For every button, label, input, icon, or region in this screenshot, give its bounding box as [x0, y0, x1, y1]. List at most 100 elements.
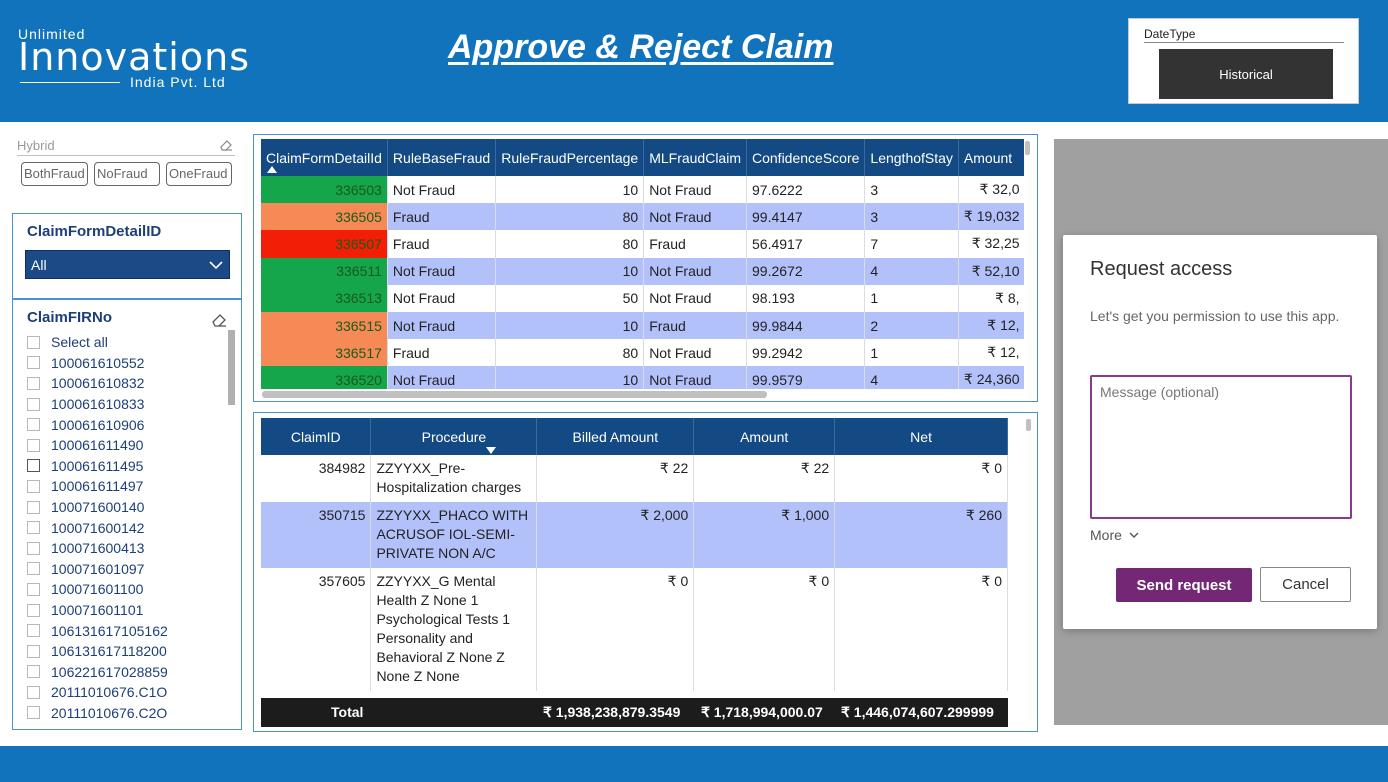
- list-item[interactable]: 106221617028859: [27, 662, 227, 683]
- col-header-amount[interactable]: Amount: [693, 418, 836, 455]
- claimformdetailid-cell: 336515: [261, 311, 388, 340]
- fraud-table-vertical-scrollbar[interactable]: [1025, 141, 1030, 155]
- send-request-button[interactable]: Send request: [1116, 568, 1252, 602]
- table-row[interactable]: 336503 Not Fraud 10 Not Fraud 97.6222 3 …: [261, 176, 1024, 204]
- list-item[interactable]: 20111010676.C1O: [27, 682, 227, 703]
- list-item[interactable]: 100071600142: [27, 517, 227, 538]
- list-item[interactable]: 106131617118200: [27, 641, 227, 662]
- checkbox[interactable]: [27, 644, 40, 658]
- list-item[interactable]: 100061611490: [27, 435, 227, 456]
- table-row[interactable]: 350715 ZZYYXX_PHACO WITH ACRUSOF IOL-SEM…: [261, 502, 1008, 568]
- list-item[interactable]: 100061610833: [27, 394, 227, 415]
- checkbox[interactable]: [27, 521, 40, 535]
- datetype-slicer: DateType Historical: [1128, 18, 1359, 104]
- checkbox[interactable]: [27, 479, 40, 493]
- checkbox[interactable]: [27, 459, 40, 473]
- checkbox[interactable]: [27, 562, 40, 576]
- claimformdetailid-cell: 336507: [261, 230, 388, 258]
- more-toggle[interactable]: More: [1090, 527, 1139, 543]
- checkbox[interactable]: [27, 541, 40, 555]
- col-header-rulefraudpercentage[interactable]: RuleFraudPercentage: [495, 139, 645, 176]
- table-row[interactable]: 336520 Not Fraud 10 Not Fraud 99.9579 4 …: [261, 366, 1024, 389]
- rulebasefraud-cell: Fraud: [387, 203, 497, 231]
- message-field[interactable]: [1090, 375, 1352, 519]
- claim-fir-scrollbar[interactable]: [228, 330, 235, 405]
- checkbox[interactable]: [27, 685, 40, 699]
- list-item[interactable]: 100071601097: [27, 559, 227, 580]
- table-row[interactable]: 336511 Not Fraud 10 Not Fraud 99.2672 4 …: [261, 257, 1024, 285]
- col-header-claimid[interactable]: ClaimID: [261, 418, 372, 455]
- list-item[interactable]: 100071601100: [27, 579, 227, 600]
- fraud-table-horizontal-scrollbar[interactable]: [262, 391, 767, 398]
- procedure-cell: ZZYYXX_G Mental Health Z None 1 Psycholo…: [370, 568, 538, 691]
- list-item[interactable]: 106131617105162: [27, 620, 227, 641]
- table-row[interactable]: 336513 Not Fraud 50 Not Fraud 98.193 1 ₹…: [261, 284, 1024, 312]
- confidencescore-cell: 99.2942: [746, 339, 866, 367]
- col-header-rulebasefraud[interactable]: RuleBaseFraud: [387, 139, 497, 176]
- checkbox[interactable]: [27, 665, 40, 679]
- amount-cell: ₹ 0: [693, 568, 836, 691]
- checkbox[interactable]: [27, 335, 40, 349]
- header-label: Procedure: [421, 428, 487, 445]
- col-header-confidencescore[interactable]: ConfidenceScore: [746, 139, 866, 176]
- table-row[interactable]: 336507 Fraud 80 Fraud 56.4917 7 ₹ 32,25: [261, 230, 1024, 258]
- col-header-billed-amount[interactable]: Billed Amount: [536, 418, 695, 455]
- table-row[interactable]: 336515 Not Fraud 10 Fraud 99.9844 2 ₹ 12…: [261, 311, 1024, 340]
- chip-onefraud[interactable]: OneFraud: [166, 162, 232, 186]
- confidencescore-cell: 56.4917: [746, 230, 866, 258]
- checkbox[interactable]: [27, 624, 40, 638]
- list-item[interactable]: 100061611497: [27, 476, 227, 497]
- table-row[interactable]: 384982 ZZYYXX_Pre-Hospitalization charge…: [261, 455, 1008, 502]
- datetype-label: DateType: [1144, 27, 1196, 41]
- col-header-amount[interactable]: Amount: [958, 139, 1024, 176]
- procedure-table-vertical-scrollbar[interactable]: [1026, 419, 1031, 431]
- procedure-table: ClaimID Procedure Billed Amount Amount N…: [253, 412, 1038, 732]
- billed-amount-cell: ₹ 2,000: [536, 502, 695, 568]
- chip-nofraud[interactable]: NoFraud: [94, 162, 160, 186]
- checkbox[interactable]: [27, 397, 40, 411]
- list-item[interactable]: 100061610832: [27, 373, 227, 394]
- checkbox[interactable]: [27, 356, 40, 370]
- table-row[interactable]: 336505 Fraud 80 Not Fraud 99.4147 3 ₹ 19…: [261, 203, 1024, 231]
- list-item[interactable]: 100061611495: [27, 456, 227, 477]
- checkbox[interactable]: [27, 603, 40, 617]
- hybrid-label: Hybrid: [17, 138, 55, 153]
- checkbox[interactable]: [27, 706, 40, 720]
- item-label: 106221617028859: [51, 663, 168, 680]
- item-label: 106131617118200: [51, 643, 167, 660]
- claim-form-detail-dropdown[interactable]: All: [25, 250, 230, 279]
- claim-fir-title: ClaimFIRNo: [27, 309, 113, 326]
- checkbox[interactable]: [27, 418, 40, 432]
- col-header-lengthofstay[interactable]: LengthofStay: [864, 139, 959, 176]
- item-label: 100061610833: [51, 396, 145, 413]
- eraser-icon[interactable]: [211, 312, 227, 328]
- cancel-button[interactable]: Cancel: [1260, 567, 1351, 602]
- checkbox[interactable]: [27, 438, 40, 452]
- table-row[interactable]: 336517 Fraud 80 Not Fraud 99.2942 1 ₹ 12…: [261, 339, 1024, 367]
- rulefraudpercentage-cell: 10: [495, 366, 645, 389]
- logo-line1: Unlimited: [18, 26, 86, 42]
- list-item[interactable]: 100071600413: [27, 538, 227, 559]
- datetype-historical-button[interactable]: Historical: [1159, 49, 1333, 99]
- list-item[interactable]: 100071600140: [27, 497, 227, 518]
- claim-fir-slicer: ClaimFIRNo Select all 100061610552 10006…: [12, 299, 242, 730]
- claimformdetailid-cell: 336520: [261, 366, 388, 389]
- checkbox[interactable]: [27, 376, 40, 390]
- fraud-table-header: ClaimFormDetailId RuleBaseFraud RuleFrau…: [261, 139, 1024, 176]
- table-row[interactable]: 357605 ZZYYXX_G Mental Health Z None 1 P…: [261, 568, 1008, 691]
- col-header-mlfraudclaim[interactable]: MLFraudClaim: [643, 139, 747, 176]
- list-item[interactable]: 20111010676.C2O: [27, 703, 227, 724]
- col-header-claimformdetailid[interactable]: ClaimFormDetailId: [261, 139, 388, 176]
- list-item[interactable]: 100061610552: [27, 353, 227, 374]
- col-header-procedure[interactable]: Procedure: [370, 418, 538, 455]
- eraser-icon[interactable]: [219, 138, 233, 152]
- list-item[interactable]: 100061610906: [27, 414, 227, 435]
- checkbox[interactable]: [27, 500, 40, 514]
- list-item[interactable]: 100071601101: [27, 600, 227, 621]
- item-label: 100071600413: [51, 540, 145, 557]
- checkbox[interactable]: [27, 582, 40, 596]
- chip-bothfraud[interactable]: BothFraud: [21, 162, 88, 186]
- footer-bar: [0, 746, 1388, 782]
- col-header-net[interactable]: Net: [834, 418, 1008, 455]
- select-all-item[interactable]: Select all: [27, 332, 227, 353]
